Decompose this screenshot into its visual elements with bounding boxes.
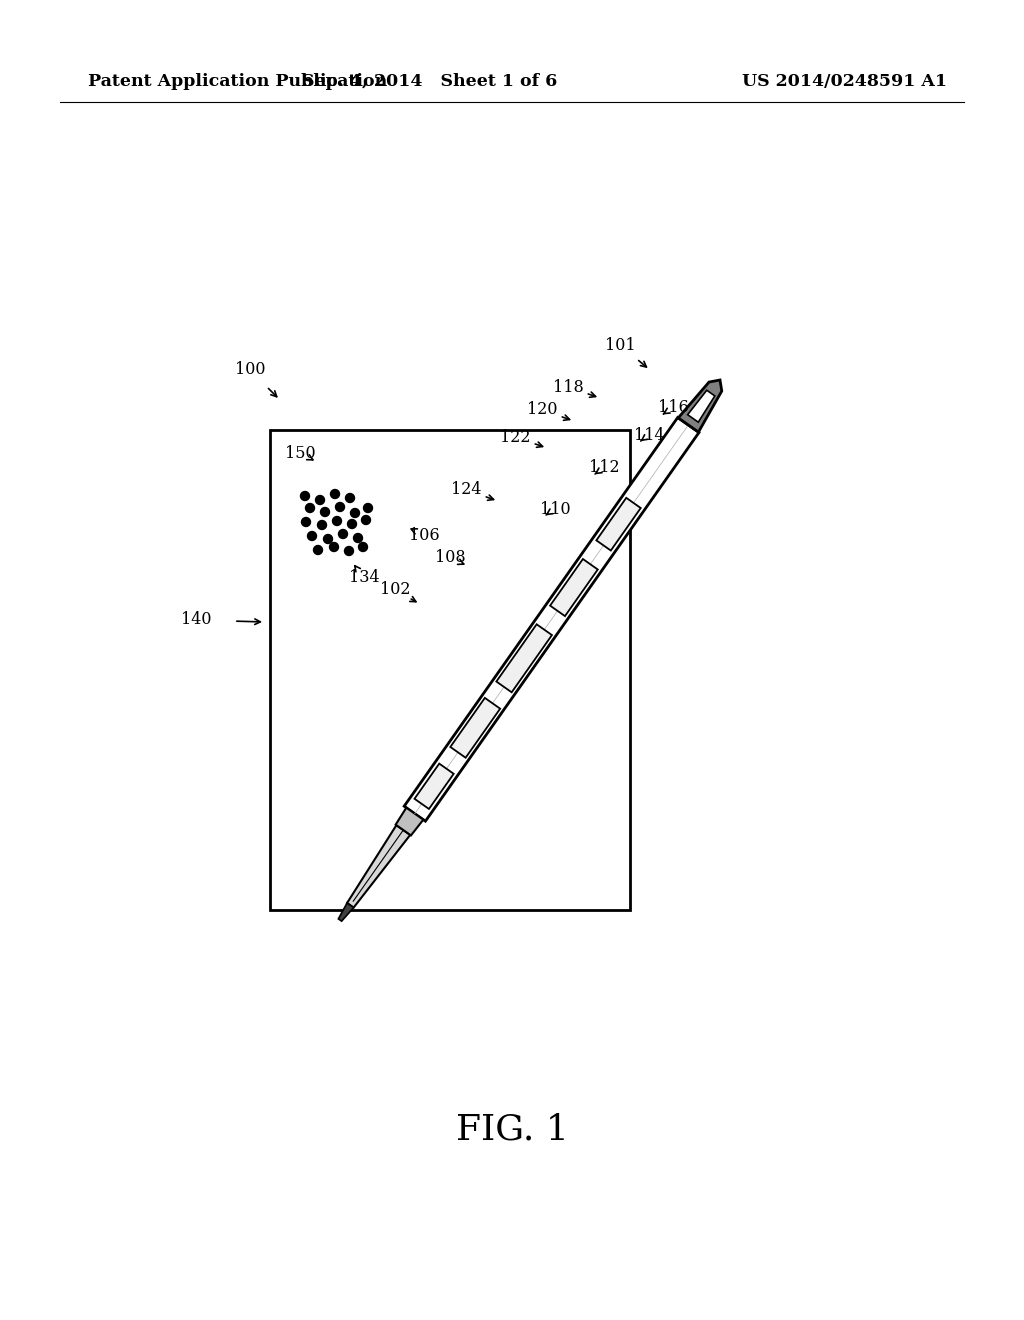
- Text: 118: 118: [553, 379, 584, 396]
- Polygon shape: [338, 903, 353, 921]
- Polygon shape: [550, 558, 598, 616]
- Circle shape: [307, 532, 316, 540]
- Text: 102: 102: [380, 582, 411, 598]
- Circle shape: [300, 491, 309, 500]
- Text: 106: 106: [409, 527, 439, 544]
- Polygon shape: [596, 498, 641, 550]
- Circle shape: [345, 494, 354, 503]
- Circle shape: [344, 546, 353, 556]
- Text: 108: 108: [434, 549, 465, 566]
- Circle shape: [330, 543, 339, 552]
- Circle shape: [339, 529, 347, 539]
- Polygon shape: [415, 763, 454, 809]
- Text: 110: 110: [540, 500, 570, 517]
- Text: Patent Application Publication: Patent Application Publication: [88, 74, 387, 91]
- Circle shape: [361, 516, 371, 524]
- Text: 124: 124: [451, 482, 481, 499]
- Text: 140: 140: [181, 611, 211, 628]
- Text: 100: 100: [234, 362, 265, 379]
- Circle shape: [331, 490, 340, 499]
- Circle shape: [358, 543, 368, 552]
- Polygon shape: [688, 391, 715, 422]
- Circle shape: [350, 508, 359, 517]
- Circle shape: [364, 503, 373, 512]
- Circle shape: [333, 516, 341, 525]
- Circle shape: [313, 545, 323, 554]
- Text: Sep. 4, 2014   Sheet 1 of 6: Sep. 4, 2014 Sheet 1 of 6: [302, 74, 558, 91]
- Circle shape: [347, 520, 356, 528]
- Polygon shape: [678, 380, 722, 432]
- Text: 116: 116: [657, 400, 688, 417]
- Polygon shape: [395, 808, 423, 836]
- Polygon shape: [404, 417, 699, 821]
- Text: US 2014/0248591 A1: US 2014/0248591 A1: [742, 74, 947, 91]
- Bar: [270, 430, 630, 909]
- Circle shape: [301, 517, 310, 527]
- Circle shape: [336, 503, 344, 511]
- Text: 122: 122: [500, 429, 530, 446]
- Circle shape: [317, 520, 327, 529]
- Polygon shape: [347, 825, 411, 908]
- Text: 150: 150: [285, 445, 315, 462]
- Polygon shape: [497, 624, 552, 692]
- Text: 134: 134: [349, 569, 379, 586]
- Text: 101: 101: [605, 337, 635, 354]
- Circle shape: [315, 495, 325, 504]
- Text: 120: 120: [526, 401, 557, 418]
- Circle shape: [353, 533, 362, 543]
- Text: 112: 112: [589, 459, 620, 477]
- Circle shape: [321, 507, 330, 516]
- Text: 114: 114: [634, 426, 665, 444]
- Circle shape: [305, 503, 314, 512]
- Polygon shape: [451, 698, 500, 758]
- Text: FIG. 1: FIG. 1: [456, 1113, 568, 1147]
- Circle shape: [324, 535, 333, 544]
